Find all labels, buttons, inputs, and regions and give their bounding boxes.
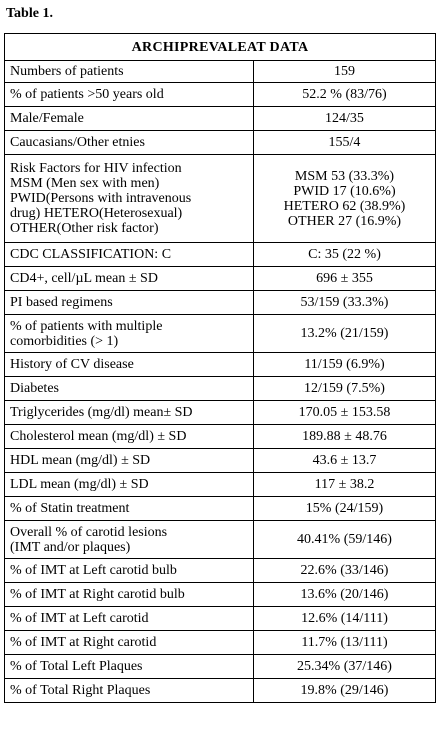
table-row: PI based regimens 53/159 (33.3%): [4, 290, 436, 315]
table-row: % of IMT at Right carotid 11.7% (13/111): [4, 630, 436, 655]
table-row: % of patients >50 years old 52.2 % (83/76…: [4, 82, 436, 107]
row-label: % of Statin treatment: [4, 496, 254, 521]
row-label: Caucasians/Other etnies: [4, 130, 254, 155]
table-row: % of patients with multiple comorbidities…: [4, 314, 436, 353]
table-row: Overall % of carotid lesions (IMT and/or …: [4, 520, 436, 559]
row-value: 25.34% (37/146): [253, 654, 436, 679]
row-value-line: OTHER 27 (16.9%): [287, 213, 402, 229]
row-label-line: OTHER(Other risk factor): [10, 221, 159, 236]
row-value: 13.6% (20/146): [253, 582, 436, 607]
row-value-line: HETERO 62 (38.9%): [283, 198, 406, 214]
row-label: % of Total Right Plaques: [4, 678, 254, 703]
row-label: % of IMT at Left carotid bulb: [4, 558, 254, 583]
row-label: History of CV disease: [4, 352, 254, 377]
row-value: 124/35: [253, 106, 436, 131]
table-row: % of IMT at Right carotid bulb 13.6% (20/…: [4, 582, 436, 607]
row-label-line: MSM (Men sex with men): [10, 176, 160, 191]
row-label: Overall % of carotid lesions (IMT and/or …: [4, 520, 254, 559]
row-value: 40.41% (59/146): [253, 520, 436, 559]
row-value: 19.8% (29/146): [253, 678, 436, 703]
table-header-row: ARCHIPREVALEAT DATA: [4, 33, 436, 61]
table-row: % of Total Right Plaques 19.8% (29/146): [4, 678, 436, 703]
table-row: CDC CLASSIFICATION: C C: 35 (22 %): [4, 242, 436, 267]
row-label: CD4+, cell/µL mean ± SD: [4, 266, 254, 291]
row-label-line: (IMT and/or plaques): [10, 539, 131, 555]
table-row: Triglycerides (mg/dl) mean± SD 170.05 ± 1…: [4, 400, 436, 425]
table-row: Numbers of patients 159: [4, 60, 436, 83]
row-label: % of patients >50 years old: [4, 82, 254, 107]
row-label: Diabetes: [4, 376, 254, 401]
table-body: Numbers of patients 159% of patients >50 …: [4, 60, 436, 703]
row-value: 696 ± 355: [253, 266, 436, 291]
row-label: Numbers of patients: [4, 60, 254, 83]
table-row: LDL mean (mg/dl) ± SD 117 ± 38.2: [4, 472, 436, 497]
row-label: % of patients with multiple comorbidities…: [4, 314, 254, 353]
data-table: ARCHIPREVALEAT DATA Numbers of patients 1…: [4, 33, 436, 703]
row-label-line: drug) HETERO(Heterosexual): [10, 206, 183, 221]
row-value: MSM 53 (33.3%) PWID 17 (10.6%) HETERO 62 (…: [253, 154, 436, 243]
row-value: 11.7% (13/111): [253, 630, 436, 655]
row-label: LDL mean (mg/dl) ± SD: [4, 472, 254, 497]
table-row: Cholesterol mean (mg/dl) ± SD 189.88 ± 48…: [4, 424, 436, 449]
row-label: Cholesterol mean (mg/dl) ± SD: [4, 424, 254, 449]
row-label: HDL mean (mg/dl) ± SD: [4, 448, 254, 473]
row-label: % of Total Left Plaques: [4, 654, 254, 679]
row-label-line: PWID(Persons with intravenous: [10, 191, 192, 206]
row-label: Risk Factors for HIV infection MSM (Men s…: [4, 154, 254, 243]
row-label: Male/Female: [4, 106, 254, 131]
row-value: C: 35 (22 %): [253, 242, 436, 267]
row-value: 22.6% (33/146): [253, 558, 436, 583]
table-row: % of Total Left Plaques 25.34% (37/146): [4, 654, 436, 679]
table-row: History of CV disease 11/159 (6.9%): [4, 352, 436, 377]
table-row: CD4+, cell/µL mean ± SD 696 ± 355: [4, 266, 436, 291]
row-value: 189.88 ± 48.76: [253, 424, 436, 449]
row-label-line: % of patients with multiple: [10, 318, 163, 334]
row-label: CDC CLASSIFICATION: C: [4, 242, 254, 267]
table-row: Risk Factors for HIV infection MSM (Men s…: [4, 154, 436, 243]
row-value: 53/159 (33.3%): [253, 290, 436, 315]
row-label: % of IMT at Left carotid: [4, 606, 254, 631]
row-label-line: Risk Factors for HIV infection: [10, 161, 182, 176]
table-row: Caucasians/Other etnies 155/4: [4, 130, 436, 155]
row-value: 11/159 (6.9%): [253, 352, 436, 377]
table-row: Male/Female 124/35: [4, 106, 436, 131]
row-label-line: Overall % of carotid lesions: [10, 524, 168, 540]
row-value-line: PWID 17 (10.6%): [293, 183, 396, 199]
row-value: 159: [253, 60, 436, 83]
row-value: 155/4: [253, 130, 436, 155]
table-row: % of Statin treatment 15% (24/159): [4, 496, 436, 521]
row-label: Triglycerides (mg/dl) mean± SD: [4, 400, 254, 425]
row-label: % of IMT at Right carotid: [4, 630, 254, 655]
table-row: HDL mean (mg/dl) ± SD 43.6 ± 13.7: [4, 448, 436, 473]
table-row: % of IMT at Left carotid bulb 22.6% (33/1…: [4, 558, 436, 583]
row-value-line: MSM 53 (33.3%): [294, 168, 395, 184]
row-value: 12/159 (7.5%): [253, 376, 436, 401]
row-value: 43.6 ± 13.7: [253, 448, 436, 473]
row-label: PI based regimens: [4, 290, 254, 315]
row-value: 117 ± 38.2: [253, 472, 436, 497]
row-value: 15% (24/159): [253, 496, 436, 521]
row-label: % of IMT at Right carotid bulb: [4, 582, 254, 607]
row-value: 13.2% (21/159): [253, 314, 436, 353]
table-caption: Table 1.: [6, 6, 53, 21]
table-title: ARCHIPREVALEAT DATA: [4, 33, 436, 61]
row-value: 52.2 % (83/76): [253, 82, 436, 107]
table-row: % of IMT at Left carotid 12.6% (14/111): [4, 606, 436, 631]
table-row: Diabetes 12/159 (7.5%): [4, 376, 436, 401]
row-value: 12.6% (14/111): [253, 606, 436, 631]
row-label-line: comorbidities (> 1): [10, 333, 119, 349]
row-value: 170.05 ± 153.58: [253, 400, 436, 425]
